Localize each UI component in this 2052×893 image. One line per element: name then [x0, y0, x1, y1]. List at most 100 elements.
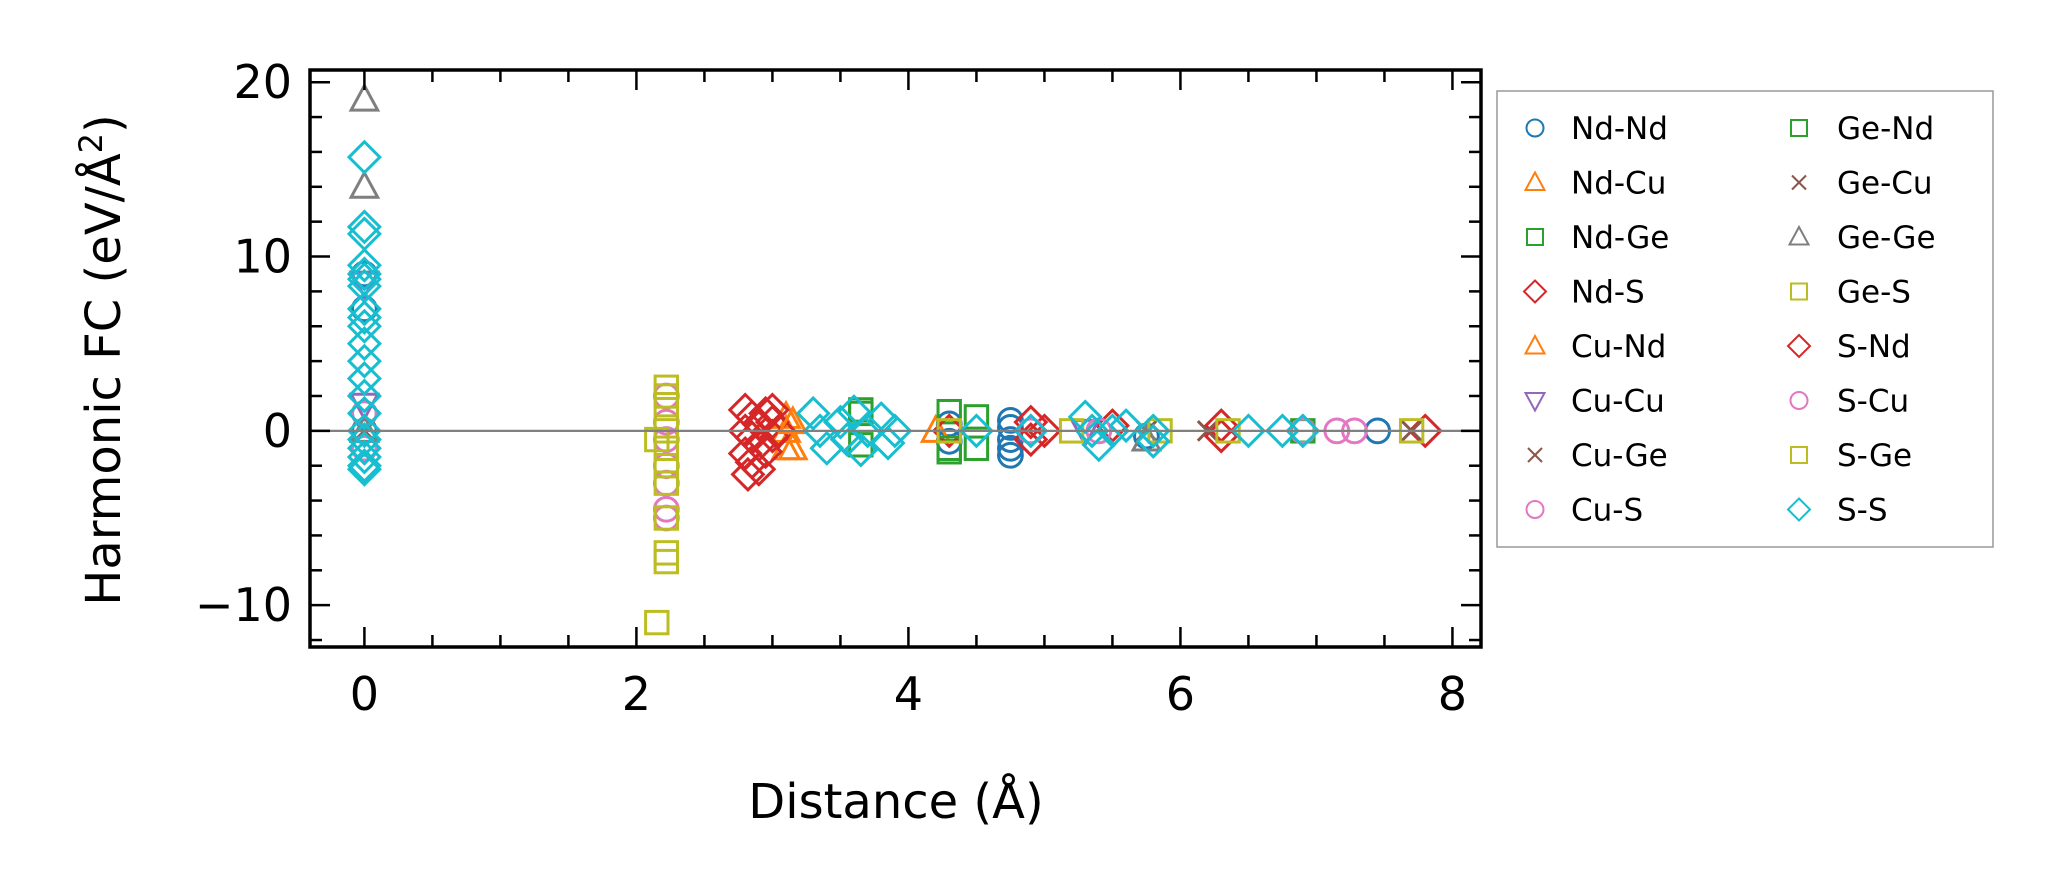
legend-marker-icon	[1786, 497, 1812, 522]
point-s-s	[346, 361, 382, 397]
point-s-s	[346, 256, 382, 292]
legend-item-cu-cu: Cu-Cu	[1523, 384, 1665, 420]
point-s-s	[346, 448, 382, 484]
point-s-nd	[754, 392, 790, 428]
point-nd-ge	[936, 398, 962, 425]
legend-label: S-Nd	[1837, 329, 1911, 365]
point-cu-s	[351, 434, 378, 462]
legend-label: Ge-Cu	[1837, 166, 1933, 202]
legend-label: S-S	[1837, 493, 1888, 529]
y-tick-label: 10	[233, 230, 292, 284]
legend-item-ge-cu: Ge-Cu	[1791, 166, 1933, 202]
point-cu-s	[652, 469, 680, 497]
legend-marker-icon	[1791, 174, 1807, 191]
legend-item-nd-nd: Nd-Nd	[1525, 111, 1668, 147]
legend-item-cu-nd: Cu-Nd	[1523, 329, 1666, 365]
x-axis-label: Distance (Å)	[748, 773, 1043, 830]
legend-item-ge-nd: Ge-Nd	[1790, 111, 1934, 147]
point-ge-s	[644, 609, 670, 636]
point-s-s	[346, 247, 382, 283]
point-s-s	[346, 300, 382, 336]
y-tick-label: −10	[195, 578, 292, 632]
legend-marker-icon	[1790, 282, 1808, 301]
data-points	[346, 82, 1443, 636]
point-s-s	[346, 451, 382, 487]
legend-marker-icon	[1525, 500, 1545, 519]
legend-item-s-nd: S-Nd	[1786, 329, 1911, 365]
y-axis-label: Harmonic FC (eV/Å2)	[72, 114, 132, 606]
point-nd-cu	[919, 413, 952, 443]
point-nd-s	[761, 413, 797, 449]
point-nd-ge	[963, 435, 990, 461]
point-ge-s	[653, 470, 680, 496]
point-s-s	[958, 413, 994, 449]
point-s-s	[346, 139, 382, 175]
point-nd-ge	[963, 404, 990, 430]
legend-marker-icon	[1523, 333, 1547, 355]
point-ge-ge	[348, 169, 381, 199]
point-s-s	[1108, 408, 1144, 444]
legend-item-cu-s: Cu-S	[1525, 493, 1643, 529]
point-s-s	[1013, 413, 1049, 449]
legend-item-s-s: S-S	[1786, 493, 1888, 529]
legend-marker-icon	[1526, 228, 1544, 246]
x-tick-label: 8	[1438, 667, 1467, 721]
point-ge-nd	[936, 435, 962, 461]
y-tick-label: 20	[233, 55, 292, 109]
point-s-s	[877, 413, 913, 449]
point-cu-nd	[776, 431, 809, 461]
legend-marker-icon	[1786, 333, 1812, 359]
legend-item-ge-s: Ge-S	[1790, 275, 1911, 311]
y-tick-label: 0	[263, 404, 292, 458]
legend-label: Ge-Nd	[1837, 111, 1934, 147]
legend-item-nd-cu: Nd-Cu	[1523, 166, 1666, 202]
point-s-s	[346, 378, 382, 414]
point-s-s	[1230, 413, 1266, 449]
point-cu-s	[652, 382, 680, 410]
point-ge-s	[644, 426, 670, 453]
legend-label: Nd-Nd	[1571, 111, 1668, 147]
legend-label: Cu-Cu	[1571, 384, 1665, 420]
point-s-s	[346, 430, 382, 466]
point-nd-s	[730, 456, 766, 492]
point-ge-s	[653, 505, 680, 531]
x-tick-label: 4	[894, 667, 923, 721]
point-s-s	[346, 439, 382, 475]
point-s-s	[346, 395, 382, 431]
legend-marker-icon	[1522, 279, 1548, 304]
legend-marker-icon	[1523, 170, 1547, 191]
legend-label: S-Cu	[1837, 384, 1909, 420]
legend-frame	[1496, 90, 1994, 548]
point-s-s	[870, 425, 906, 461]
point-nd-nd	[997, 441, 1024, 469]
point-nd-nd	[997, 406, 1024, 434]
point-s-s	[346, 343, 382, 379]
point-ge-s	[653, 540, 680, 566]
legend: Nd-Nd Nd-Cu Nd-Ge Nd-S Cu-Nd Cu-Cu Cu-Ge Cu-S Ge…	[1496, 90, 1994, 548]
x-tick-label: 6	[1166, 667, 1195, 721]
legend-marker-icon	[1787, 224, 1811, 246]
legend-marker-icon	[1525, 118, 1545, 138]
point-s-s	[1285, 413, 1321, 449]
legend-item-ge-ge: Ge-Ge	[1787, 220, 1936, 256]
legend-item-s-ge: S-Ge	[1790, 438, 1912, 474]
point-nd-s	[1203, 408, 1239, 444]
axes: 0 2 4 6 8 −10 0 10 20	[195, 55, 1483, 721]
point-s-s	[822, 404, 858, 440]
point-ge-s	[653, 548, 680, 575]
legend-label: Nd-S	[1571, 275, 1645, 311]
point-s-nd	[748, 434, 784, 470]
legend-label: S-Ge	[1837, 438, 1912, 474]
legend-label: Nd-Ge	[1571, 220, 1669, 256]
legend-label: Cu-S	[1571, 493, 1643, 529]
x-tick-label: 0	[350, 667, 379, 721]
legend-marker-icon	[1523, 392, 1547, 413]
legend-label: Ge-S	[1837, 275, 1911, 311]
point-s-s	[1135, 413, 1171, 449]
point-s-s	[795, 395, 831, 431]
point-s-ge	[653, 435, 680, 461]
point-nd-s	[1203, 418, 1239, 454]
point-ge-ge	[348, 82, 381, 112]
point-s-s	[1067, 399, 1103, 435]
